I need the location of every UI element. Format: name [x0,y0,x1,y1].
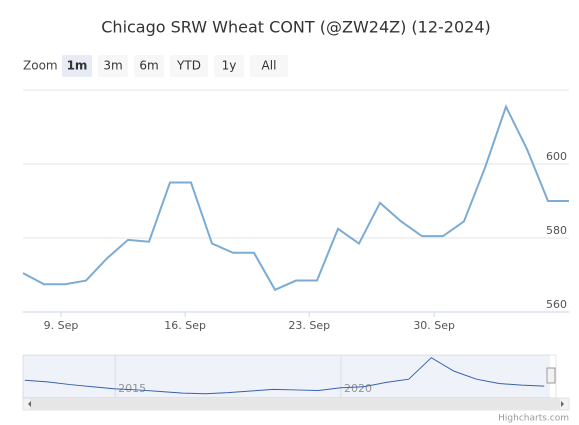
zoom-button[interactable] [62,55,92,77]
zoom-button[interactable] [214,55,244,77]
x-tick-label: 23. Sep [288,319,330,332]
x-tick-label: 16. Sep [164,319,206,332]
navigator-handle[interactable] [546,367,556,384]
x-tick-label: 9. Sep [44,319,79,332]
credit[interactable]: Highcharts.com [498,414,569,424]
y-tick-label: 560 [546,298,567,311]
y-tick-label: 600 [546,150,567,163]
zoom-button-label[interactable]: 3m [103,59,122,73]
zoom-button[interactable] [98,55,128,77]
scroll-left[interactable] [28,401,31,407]
y-tick-label: 580 [546,224,567,237]
zoom-button[interactable] [170,55,208,77]
scroll-right[interactable] [561,401,564,407]
price-line [22,104,569,292]
navigator-frame [22,354,557,399]
zoom-button-label[interactable]: 6m [139,59,158,73]
navigator-mask [23,355,550,398]
navigator-line [24,357,545,395]
chart-title: Chicago SRW Wheat CONT (@ZW24Z) (12-2024… [101,18,491,37]
zoom-button[interactable] [250,55,288,77]
navigator-tick-label: 2015 [118,382,146,395]
zoom-label: Zoom [23,59,58,73]
navigator-tick-label: 2020 [344,382,372,395]
zoom-button[interactable] [134,55,164,77]
zoom-button-label[interactable]: YTD [176,59,201,73]
zoom-button-label[interactable]: 1m [67,59,88,73]
scrollbar-thumb[interactable] [30,399,560,409]
zoom-button-label[interactable]: 1y [222,59,237,73]
zoom-button-label[interactable]: All [262,59,277,73]
x-tick-label: 30. Sep [413,319,455,332]
